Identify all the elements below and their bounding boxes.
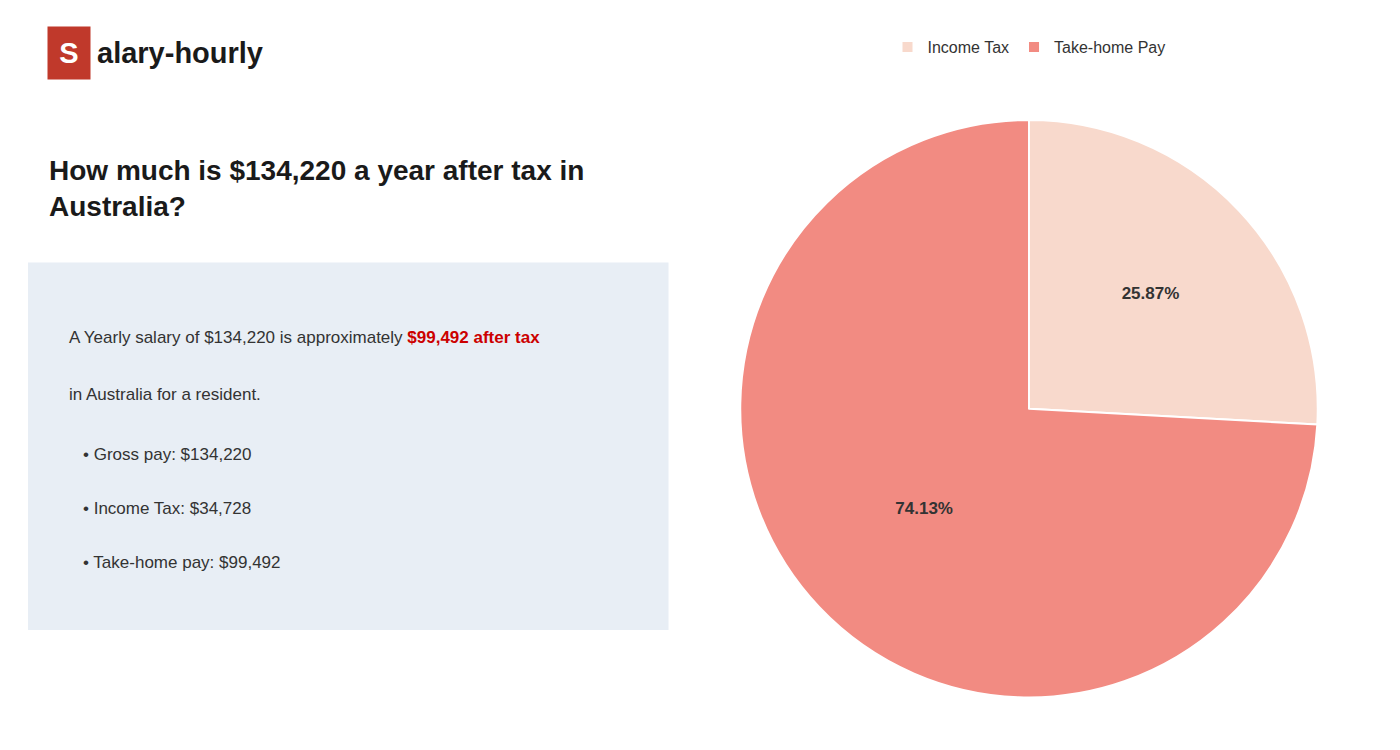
svg-text:74.13%: 74.13% bbox=[895, 499, 953, 518]
svg-text:A Yearly salary of $134,220 is: A Yearly salary of $134,220 is approxima… bbox=[69, 328, 540, 347]
svg-text:Income Tax: Income Tax bbox=[928, 39, 1010, 56]
svg-text:• Gross pay: $134,220: • Gross pay: $134,220 bbox=[83, 445, 252, 464]
svg-text:• Take-home pay: $99,492: • Take-home pay: $99,492 bbox=[83, 553, 281, 572]
svg-text:How much is $134,220 a year af: How much is $134,220 a year after tax in… bbox=[49, 155, 584, 222]
svg-text:Take-home Pay: Take-home Pay bbox=[1054, 39, 1165, 56]
svg-text:• Income Tax: $34,728: • Income Tax: $34,728 bbox=[83, 499, 251, 518]
svg-text:25.87%: 25.87% bbox=[1122, 284, 1180, 303]
svg-text:in Australia for a resident.: in Australia for a resident. bbox=[69, 385, 261, 404]
svg-text:alary-hourly: alary-hourly bbox=[97, 37, 263, 69]
svg-text:S: S bbox=[59, 37, 78, 69]
